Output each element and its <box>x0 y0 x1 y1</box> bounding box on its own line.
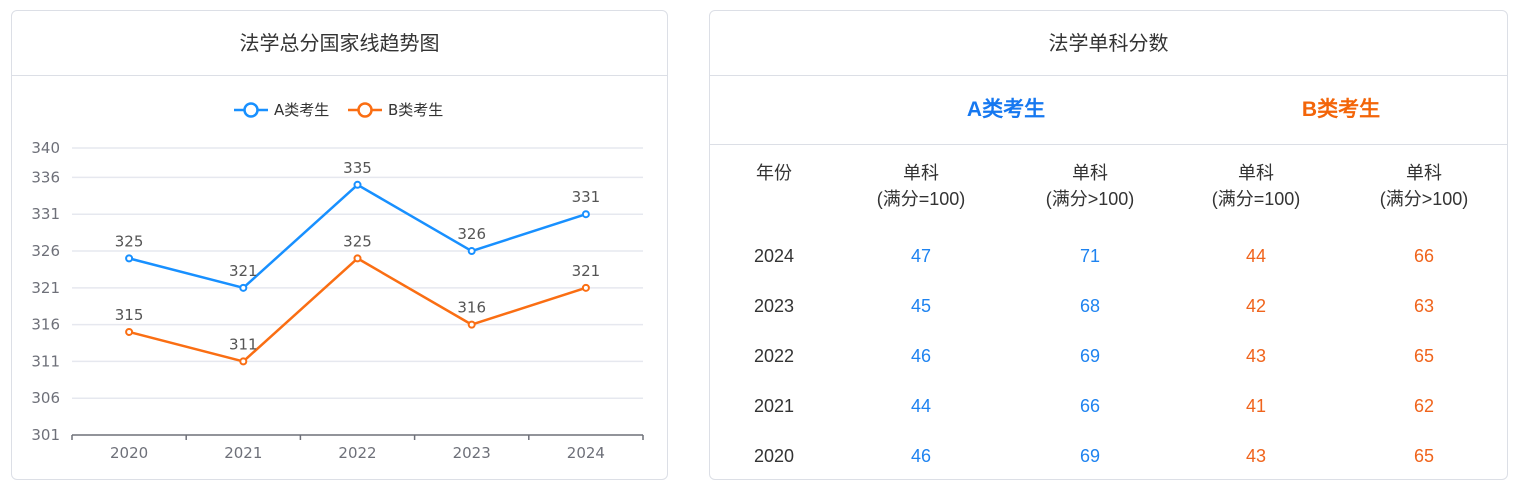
header-col-line2: (满分=100) <box>1211 189 1301 209</box>
row-b-single-gt: 65 <box>1413 346 1435 366</box>
line-chart: 301 306 311 316 321 326 331 336 340 2020 2021 2022 2… <box>31 101 644 462</box>
header-col-line1: 单科 <box>1238 163 1274 183</box>
data-label: 326 <box>457 225 486 243</box>
data-label: 321 <box>229 262 258 280</box>
x-tick-label: 2022 <box>338 444 376 462</box>
y-tick-label: 340 <box>31 139 60 157</box>
data-point <box>467 320 476 329</box>
row-b-single-eq: 44 <box>1245 246 1267 266</box>
row-a-single-gt: 68 <box>1079 296 1101 316</box>
y-tick-label: 321 <box>31 279 60 297</box>
data-label: 325 <box>343 232 372 250</box>
data-label: 335 <box>343 159 372 177</box>
row-a-single-gt: 69 <box>1079 346 1101 366</box>
x-tick-label: 2024 <box>567 444 605 462</box>
y-tick-label: 316 <box>31 316 60 334</box>
row-a-single-eq: 45 <box>910 296 932 316</box>
row-b-single-eq: 43 <box>1245 446 1267 466</box>
row-year: 2024 <box>753 246 795 266</box>
row-b-single-eq: 41 <box>1245 396 1267 416</box>
row-b-single-gt: 62 <box>1413 396 1435 416</box>
scores-table-card: 法学单科分数 A类考生 B类考生 年份 单科 (满分=100) 单科 (满分>100) 单… <box>709 10 1508 480</box>
y-tick-label: 301 <box>31 426 60 444</box>
header-year: 年份 <box>756 163 792 183</box>
data-label: 315 <box>115 306 144 324</box>
row-a-single-eq: 46 <box>910 346 932 366</box>
row-a-single-eq: 46 <box>910 446 932 466</box>
y-tick-label: 336 <box>31 168 60 186</box>
x-tick-label: 2020 <box>110 444 148 462</box>
header-col-line1: 单科 <box>1406 163 1442 183</box>
data-point <box>353 254 362 263</box>
x-tick-label: 2021 <box>224 444 262 462</box>
row-a-single-eq: 44 <box>910 396 932 416</box>
chart-title: 法学总分国家线趋势图 <box>12 11 667 76</box>
row-year: 2020 <box>753 446 795 466</box>
row-a-single-gt: 66 <box>1079 396 1101 416</box>
table-title: 法学单科分数 <box>710 11 1507 76</box>
y-tick-label: 331 <box>31 205 60 223</box>
row-a-single-gt: 71 <box>1079 246 1101 266</box>
legend-label: B类考生 <box>388 101 443 119</box>
data-point <box>467 247 476 256</box>
group-header-row: A类考生 B类考生 <box>710 76 1507 145</box>
y-tick-label: 326 <box>31 242 60 260</box>
data-point <box>125 327 134 336</box>
data-label: 316 <box>457 299 486 317</box>
data-label: 331 <box>572 188 601 206</box>
row-b-single-eq: 42 <box>1245 296 1267 316</box>
group-a-label: A类考生 <box>966 98 1046 121</box>
data-label: 321 <box>572 262 601 280</box>
row-b-single-gt: 65 <box>1413 446 1435 466</box>
row-b-single-eq: 43 <box>1245 346 1267 366</box>
chart-card: 法学总分国家线趋势图 301 306 311 316 321 326 331 336 340 20… <box>11 10 668 480</box>
data-point <box>353 180 362 189</box>
row-b-single-gt: 66 <box>1413 246 1435 266</box>
data-point <box>239 357 248 366</box>
data-point <box>125 254 134 263</box>
row-b-single-gt: 63 <box>1413 296 1435 316</box>
series-line-b <box>128 257 587 363</box>
row-year: 2021 <box>753 396 795 416</box>
header-col-line1: 单科 <box>903 163 939 183</box>
row-a-single-eq: 47 <box>910 246 932 266</box>
row-a-single-gt: 69 <box>1079 446 1101 466</box>
data-point <box>239 283 248 292</box>
header-col-line2: (满分>100) <box>1045 189 1135 209</box>
x-tick-label: 2023 <box>453 444 491 462</box>
y-tick-label: 306 <box>31 389 60 407</box>
data-point <box>581 283 590 292</box>
legend-marker-icon <box>357 102 373 118</box>
legend-label: A类考生 <box>274 101 329 119</box>
header-col-line1: 单科 <box>1072 163 1108 183</box>
header-col-line2: (满分=100) <box>876 189 966 209</box>
header-col-line2: (满分>100) <box>1379 189 1469 209</box>
row-year: 2022 <box>753 346 795 366</box>
data-point <box>581 210 590 219</box>
legend-marker-icon <box>243 102 259 118</box>
data-label: 311 <box>229 335 258 353</box>
row-year: 2023 <box>753 296 795 316</box>
y-tick-label: 311 <box>31 352 60 370</box>
data-label: 325 <box>115 232 144 250</box>
group-b-label: B类考生 <box>1301 98 1381 121</box>
